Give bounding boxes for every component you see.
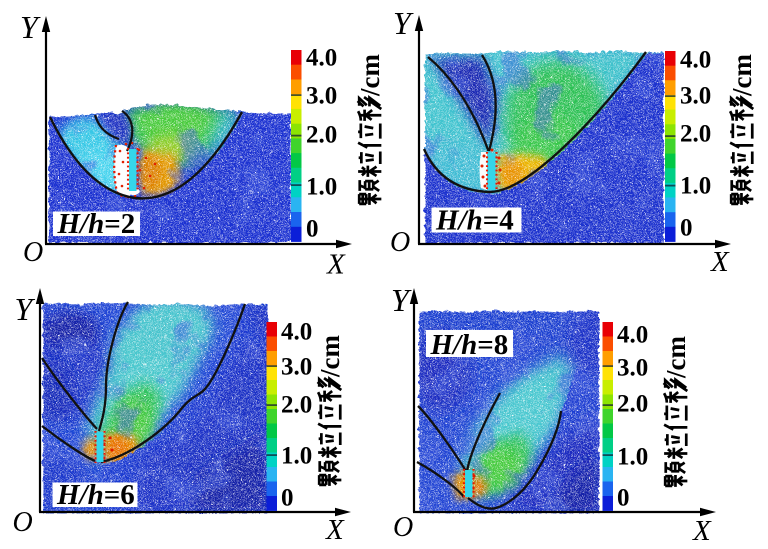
svg-text:Y: Y bbox=[391, 282, 412, 318]
svg-text:/cm: /cm bbox=[727, 54, 757, 97]
svg-text:4.0: 4.0 bbox=[680, 47, 711, 74]
svg-text:Y: Y bbox=[20, 9, 41, 45]
svg-text:X: X bbox=[326, 249, 346, 281]
svg-text:H/h=2: H/h=2 bbox=[57, 208, 136, 240]
svg-text:0: 0 bbox=[281, 485, 294, 512]
svg-text:O: O bbox=[390, 227, 410, 258]
svg-text:/cm: /cm bbox=[315, 335, 345, 378]
svg-text:1.0: 1.0 bbox=[306, 174, 337, 201]
svg-text:4.0: 4.0 bbox=[281, 319, 312, 346]
svg-text:H/h=8: H/h=8 bbox=[430, 329, 509, 361]
svg-text:2.0: 2.0 bbox=[306, 122, 337, 149]
svg-text:H/h=6: H/h=6 bbox=[56, 479, 135, 511]
svg-text:1.0: 1.0 bbox=[281, 443, 312, 470]
svg-text:3.0: 3.0 bbox=[306, 83, 337, 110]
svg-text:2.0: 2.0 bbox=[680, 121, 711, 148]
svg-text:X: X bbox=[710, 246, 730, 278]
svg-text:2.0: 2.0 bbox=[617, 391, 648, 418]
svg-text:0: 0 bbox=[680, 215, 693, 242]
svg-text:X: X bbox=[325, 514, 345, 546]
svg-text:1.0: 1.0 bbox=[680, 173, 711, 200]
svg-text:0: 0 bbox=[617, 485, 630, 512]
svg-text:Y: Y bbox=[393, 5, 414, 41]
svg-text:X: X bbox=[692, 515, 712, 547]
svg-text:3.0: 3.0 bbox=[617, 355, 648, 382]
svg-text:/cm: /cm bbox=[355, 54, 385, 97]
svg-text:/cm: /cm bbox=[661, 336, 691, 379]
svg-text:O: O bbox=[23, 237, 43, 268]
svg-text:Y: Y bbox=[15, 291, 36, 327]
svg-text:0: 0 bbox=[306, 216, 319, 243]
svg-text:4.0: 4.0 bbox=[617, 322, 648, 349]
svg-text:3.0: 3.0 bbox=[281, 354, 312, 381]
svg-text:3.0: 3.0 bbox=[680, 83, 711, 110]
svg-text:1.0: 1.0 bbox=[617, 444, 648, 471]
svg-text:O: O bbox=[393, 512, 413, 543]
svg-text:O: O bbox=[13, 507, 33, 538]
svg-text:2.0: 2.0 bbox=[281, 392, 312, 419]
svg-text:4.0: 4.0 bbox=[306, 45, 337, 72]
svg-text:H/h=4: H/h=4 bbox=[435, 205, 514, 237]
